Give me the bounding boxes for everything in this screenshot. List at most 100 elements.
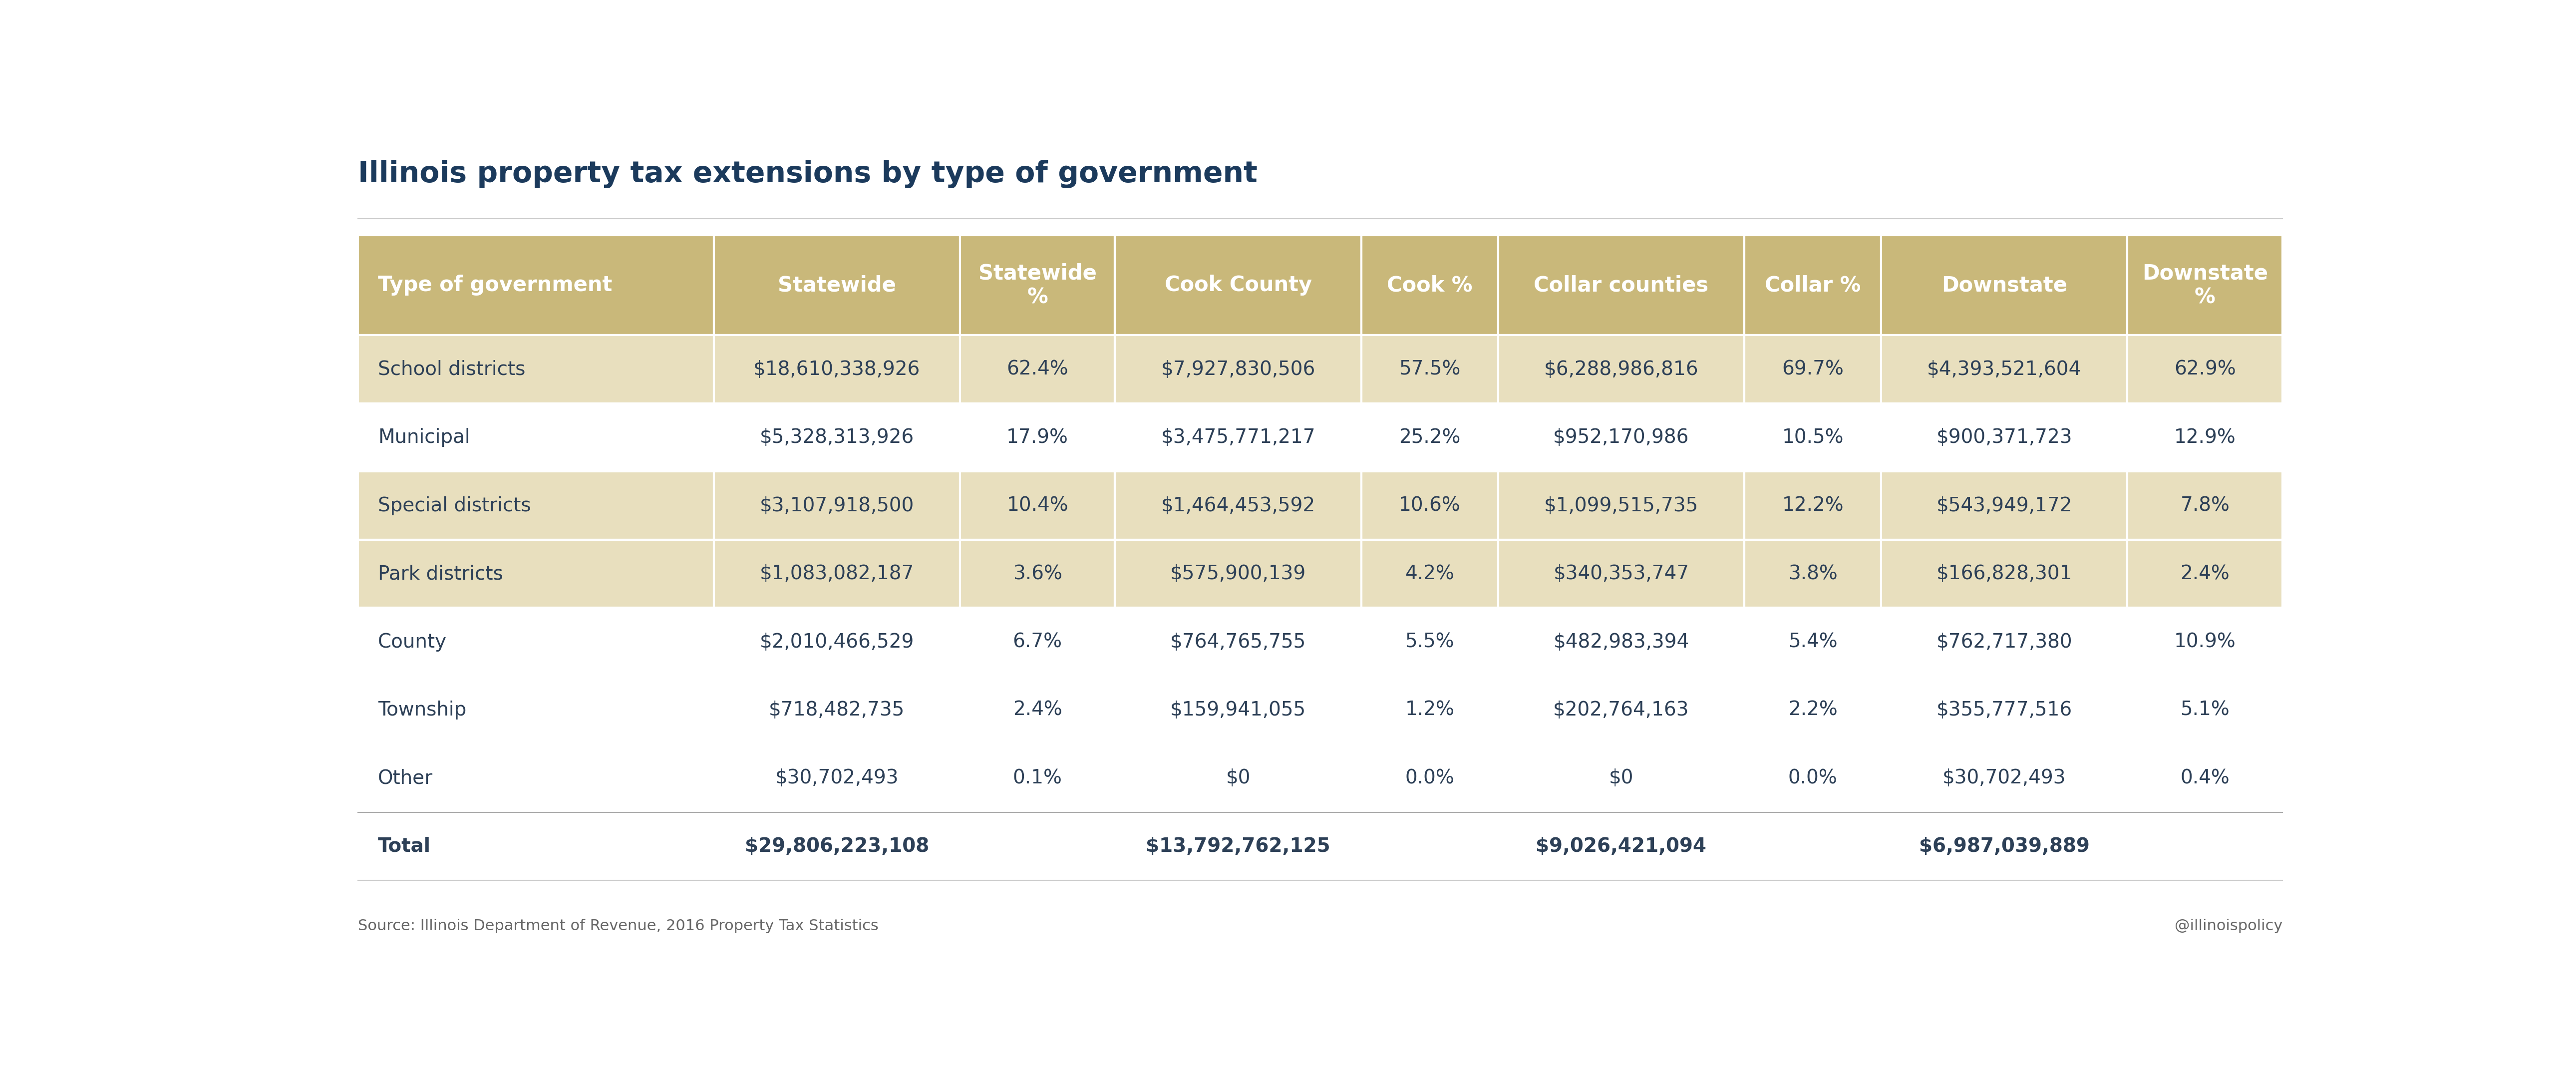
Bar <box>358 813 714 880</box>
Bar <box>1744 235 1880 335</box>
Text: $6,288,986,816: $6,288,986,816 <box>1543 360 1698 379</box>
Bar <box>1499 608 1744 676</box>
Text: Total: Total <box>379 837 430 856</box>
Bar <box>2128 813 2282 880</box>
Text: Park districts: Park districts <box>379 565 502 583</box>
Text: $0: $0 <box>1610 768 1633 788</box>
Text: $482,983,394: $482,983,394 <box>1553 632 1690 652</box>
Text: 62.9%: 62.9% <box>2174 360 2236 379</box>
Bar <box>1499 744 1744 813</box>
Text: 12.2%: 12.2% <box>1783 496 1844 515</box>
Text: 10.5%: 10.5% <box>1783 428 1844 447</box>
Text: $762,717,380: $762,717,380 <box>1937 632 2071 652</box>
Text: $9,026,421,094: $9,026,421,094 <box>1535 837 1705 856</box>
Bar <box>1744 335 1880 404</box>
Text: Type of government: Type of government <box>379 275 613 296</box>
Bar <box>1115 471 1360 540</box>
Text: Cook County: Cook County <box>1164 275 1311 296</box>
Text: $2,010,466,529: $2,010,466,529 <box>760 632 914 652</box>
Text: $900,371,723: $900,371,723 <box>1937 428 2071 447</box>
Text: $764,765,755: $764,765,755 <box>1170 632 1306 652</box>
Bar <box>714 540 961 608</box>
Bar <box>714 676 961 744</box>
Bar <box>1499 813 1744 880</box>
Bar <box>358 676 714 744</box>
Text: 1.2%: 1.2% <box>1404 701 1455 719</box>
Text: $3,107,918,500: $3,107,918,500 <box>760 496 914 515</box>
Bar <box>1360 540 1499 608</box>
Bar <box>1499 471 1744 540</box>
Bar <box>961 235 1115 335</box>
Text: $952,170,986: $952,170,986 <box>1553 428 1690 447</box>
Text: 2.4%: 2.4% <box>2179 565 2231 583</box>
Bar <box>961 813 1115 880</box>
Bar <box>1744 471 1880 540</box>
Text: $4,393,521,604: $4,393,521,604 <box>1927 360 2081 379</box>
Text: Source: Illinois Department of Revenue, 2016 Property Tax Statistics: Source: Illinois Department of Revenue, … <box>358 918 878 934</box>
Bar <box>1360 608 1499 676</box>
Bar <box>358 235 714 335</box>
Text: Downstate: Downstate <box>1942 275 2066 296</box>
Text: $355,777,516: $355,777,516 <box>1937 701 2071 719</box>
Text: $1,083,082,187: $1,083,082,187 <box>760 565 914 583</box>
Text: 25.2%: 25.2% <box>1399 428 1461 447</box>
Bar <box>1744 608 1880 676</box>
Text: 4.2%: 4.2% <box>1404 565 1455 583</box>
Text: Statewide
%: Statewide % <box>979 262 1097 308</box>
Text: $166,828,301: $166,828,301 <box>1937 565 2071 583</box>
Bar <box>1115 813 1360 880</box>
Text: 5.1%: 5.1% <box>2179 701 2231 719</box>
Text: 5.4%: 5.4% <box>1788 632 1837 652</box>
Bar <box>1115 335 1360 404</box>
Text: 5.5%: 5.5% <box>1404 632 1455 652</box>
Text: Township: Township <box>379 701 466 719</box>
Bar <box>714 471 961 540</box>
Text: 3.6%: 3.6% <box>1012 565 1061 583</box>
Bar <box>2128 471 2282 540</box>
Text: Collar %: Collar % <box>1765 275 1860 296</box>
Bar <box>358 335 714 404</box>
Bar <box>1360 235 1499 335</box>
Bar <box>961 676 1115 744</box>
Bar <box>1880 540 2128 608</box>
Text: $29,806,223,108: $29,806,223,108 <box>744 837 930 856</box>
Bar <box>1880 744 2128 813</box>
Text: $543,949,172: $543,949,172 <box>1937 496 2071 515</box>
Bar <box>1360 676 1499 744</box>
Text: Other: Other <box>379 768 433 788</box>
Bar <box>961 335 1115 404</box>
Bar <box>1360 335 1499 404</box>
Bar <box>1744 676 1880 744</box>
Bar <box>1744 813 1880 880</box>
Bar <box>358 471 714 540</box>
Text: $6,987,039,889: $6,987,039,889 <box>1919 837 2089 856</box>
Bar <box>1360 813 1499 880</box>
Bar <box>1744 404 1880 471</box>
Bar <box>1115 540 1360 608</box>
Bar <box>1744 540 1880 608</box>
Bar <box>1880 404 2128 471</box>
Text: $159,941,055: $159,941,055 <box>1170 701 1306 719</box>
Text: 10.4%: 10.4% <box>1007 496 1069 515</box>
Bar <box>358 744 714 813</box>
Text: 7.8%: 7.8% <box>2179 496 2231 515</box>
Text: 62.4%: 62.4% <box>1007 360 1069 379</box>
Bar <box>1499 404 1744 471</box>
Text: 69.7%: 69.7% <box>1783 360 1844 379</box>
Bar <box>961 471 1115 540</box>
Text: $3,475,771,217: $3,475,771,217 <box>1162 428 1316 447</box>
Bar <box>1360 471 1499 540</box>
Bar <box>2128 744 2282 813</box>
Text: Municipal: Municipal <box>379 428 469 447</box>
Bar <box>1880 471 2128 540</box>
Text: Downstate
%: Downstate % <box>2143 262 2267 308</box>
Text: 3.8%: 3.8% <box>1788 565 1837 583</box>
Text: Statewide: Statewide <box>778 275 896 296</box>
Bar <box>714 235 961 335</box>
Bar <box>1499 540 1744 608</box>
Text: $7,927,830,506: $7,927,830,506 <box>1162 360 1316 379</box>
Bar <box>2128 335 2282 404</box>
Bar <box>2128 235 2282 335</box>
Bar <box>2128 676 2282 744</box>
Text: $0: $0 <box>1226 768 1249 788</box>
